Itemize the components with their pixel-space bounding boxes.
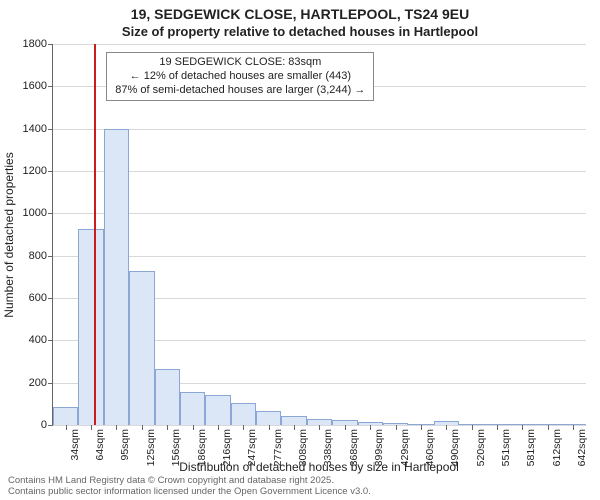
y-axis-label-wrap: Number of detached properties <box>2 44 16 426</box>
ytick-label: 1000 <box>23 207 53 219</box>
bar-slot: 64sqm <box>78 44 103 425</box>
bar <box>129 271 154 425</box>
ytick-label: 1200 <box>23 165 53 177</box>
xtick-mark <box>396 425 397 430</box>
bar-slot: 612sqm <box>535 44 560 425</box>
bar <box>180 392 205 425</box>
x-axis-label: Distribution of detached houses by size … <box>52 460 586 474</box>
bar-slot: 642sqm <box>561 44 586 425</box>
annotation-line3: 87% of semi-detached houses are larger (… <box>115 84 365 98</box>
xtick-mark <box>573 425 574 430</box>
annotation-line1: 19 SEDGEWICK CLOSE: 83sqm <box>115 56 365 70</box>
bar-slot: 551sqm <box>484 44 509 425</box>
annotation-box: 19 SEDGEWICK CLOSE: 83sqm← 12% of detach… <box>106 52 374 101</box>
ytick-label: 1800 <box>23 38 53 50</box>
ytick-label: 1400 <box>23 123 53 135</box>
xtick-label: 95sqm <box>119 429 131 461</box>
xtick-mark <box>446 425 447 430</box>
xtick-mark <box>548 425 549 430</box>
property-marker-line <box>94 44 96 425</box>
footer-attribution: Contains HM Land Registry data © Crown c… <box>8 476 592 498</box>
bar <box>256 411 281 425</box>
xtick-mark <box>91 425 92 430</box>
xtick-mark <box>66 425 67 430</box>
bar-slot: 581sqm <box>510 44 535 425</box>
bar-slot: 429sqm <box>383 44 408 425</box>
xtick-mark <box>116 425 117 430</box>
chart-title-subtitle: Size of property relative to detached ho… <box>0 24 600 40</box>
ytick-label: 800 <box>29 250 53 262</box>
xtick-mark <box>472 425 473 430</box>
ytick-label: 0 <box>41 419 53 431</box>
chart-title-address: 19, SEDGEWICK CLOSE, HARTLEPOOL, TS24 9E… <box>0 6 600 24</box>
plot-area: 02004006008001000120014001600180034sqm64… <box>52 44 586 426</box>
ytick-label: 600 <box>29 292 53 304</box>
title-block: 19, SEDGEWICK CLOSE, HARTLEPOOL, TS24 9E… <box>0 0 600 40</box>
xtick-mark <box>193 425 194 430</box>
xtick-label: 34sqm <box>69 429 81 461</box>
bar-slot: 34sqm <box>53 44 78 425</box>
bar <box>78 229 103 425</box>
bar <box>155 369 180 425</box>
bar-slot: 490sqm <box>434 44 459 425</box>
y-axis-label: Number of detached properties <box>2 152 16 317</box>
xtick-mark <box>522 425 523 430</box>
bar <box>281 416 306 425</box>
xtick-mark <box>421 425 422 430</box>
ytick-label: 200 <box>29 377 53 389</box>
xtick-mark <box>218 425 219 430</box>
xtick-mark <box>167 425 168 430</box>
annotation-line2: ← 12% of detached houses are smaller (44… <box>115 70 365 84</box>
xtick-mark <box>294 425 295 430</box>
bar <box>53 407 78 425</box>
xtick-mark <box>319 425 320 430</box>
chart-container: 19, SEDGEWICK CLOSE, HARTLEPOOL, TS24 9E… <box>0 0 600 500</box>
xtick-label: 64sqm <box>94 429 106 461</box>
xtick-mark <box>269 425 270 430</box>
bar-slot: 520sqm <box>459 44 484 425</box>
xtick-mark <box>497 425 498 430</box>
xtick-mark <box>243 425 244 430</box>
bar <box>205 395 230 425</box>
xtick-mark <box>142 425 143 430</box>
ytick-label: 1600 <box>23 80 53 92</box>
ytick-label: 400 <box>29 334 53 346</box>
plot-inner: 02004006008001000120014001600180034sqm64… <box>52 44 586 426</box>
bar-slot: 460sqm <box>408 44 433 425</box>
xtick-mark <box>370 425 371 430</box>
xtick-mark <box>345 425 346 430</box>
footer-line2: Contains public sector information licen… <box>8 487 592 498</box>
bar <box>231 403 256 425</box>
bar <box>104 129 129 425</box>
